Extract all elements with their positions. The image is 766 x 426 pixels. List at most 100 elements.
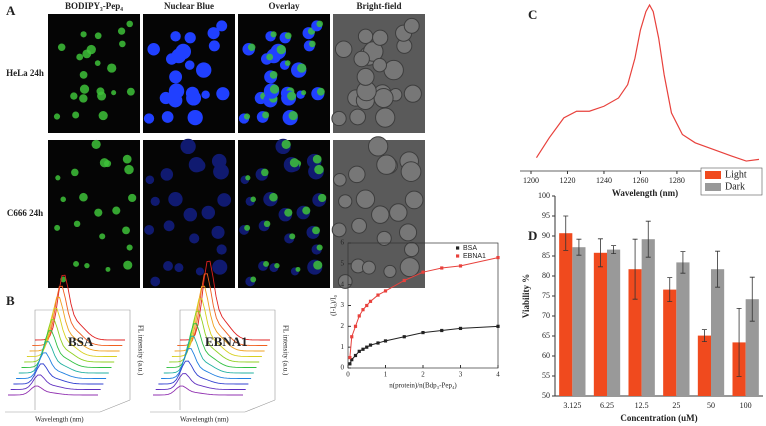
point xyxy=(353,353,358,358)
error-bar xyxy=(715,250,721,288)
nucleus xyxy=(201,205,216,220)
point xyxy=(365,303,369,308)
nucleus xyxy=(143,113,155,124)
panel-label: D xyxy=(528,228,537,243)
stain xyxy=(318,193,327,203)
point xyxy=(458,326,463,331)
nucleus xyxy=(183,207,198,222)
stain xyxy=(98,111,108,121)
stain xyxy=(112,206,121,215)
y-tick-label: 90 xyxy=(542,231,550,240)
nucleus xyxy=(201,90,210,99)
y-tick-label: 80 xyxy=(542,271,550,280)
stain xyxy=(263,220,271,228)
cell xyxy=(331,110,347,127)
stain xyxy=(270,31,277,38)
frame xyxy=(5,309,131,413)
nucleus xyxy=(168,192,183,207)
stain xyxy=(316,244,323,251)
x-tick-label: 1280 xyxy=(669,176,685,185)
stain xyxy=(269,192,278,202)
stain xyxy=(297,63,307,73)
spectrum-trace xyxy=(26,307,117,357)
cell xyxy=(383,264,397,278)
error-bar xyxy=(736,308,742,377)
cell xyxy=(331,222,347,238)
stain xyxy=(71,168,79,177)
point xyxy=(348,355,352,360)
x-axis-label: n(protein)/n(Bdp₃-Pep₄) xyxy=(389,382,457,390)
nucleus xyxy=(196,62,212,78)
error-bar xyxy=(701,329,707,342)
cell xyxy=(399,223,418,242)
cell xyxy=(389,203,408,222)
column-header: BODIPY₃-Pep₄ xyxy=(65,1,123,11)
bar xyxy=(628,269,642,396)
y-tick-label: 65 xyxy=(542,331,550,340)
stain xyxy=(99,158,110,168)
spectrum-trace xyxy=(10,374,101,390)
spectrum-trace xyxy=(155,373,246,390)
micrographs xyxy=(48,14,425,289)
stain xyxy=(54,224,61,231)
point xyxy=(361,347,365,351)
stain xyxy=(287,91,297,101)
bar xyxy=(572,247,586,396)
stain xyxy=(263,260,270,267)
nucleus xyxy=(168,83,185,99)
cell xyxy=(375,107,396,128)
cell xyxy=(338,194,353,209)
x-tick-label: 1220 xyxy=(559,176,575,185)
cell xyxy=(372,29,389,46)
stain xyxy=(312,226,320,235)
nucleus xyxy=(216,87,230,101)
cell xyxy=(353,50,370,68)
stain xyxy=(72,111,80,119)
stain xyxy=(73,220,81,228)
cell xyxy=(404,190,424,210)
nucleus xyxy=(175,43,192,60)
stain xyxy=(53,113,61,120)
x-tick-label: 3 xyxy=(459,371,463,379)
spectrum-trace xyxy=(166,323,257,368)
stain xyxy=(122,154,132,164)
error-bar xyxy=(749,276,755,322)
nucleus xyxy=(165,53,178,65)
nucleus xyxy=(187,109,203,126)
error-bar xyxy=(667,277,673,302)
cell xyxy=(356,67,375,86)
cell xyxy=(355,189,376,209)
point xyxy=(376,293,380,297)
stain xyxy=(128,193,137,203)
point xyxy=(421,330,425,335)
y-tick-label: 95 xyxy=(542,211,550,220)
nucleus xyxy=(188,157,205,173)
y-tick-label: 1 xyxy=(341,343,345,351)
stain xyxy=(247,43,256,52)
error-bar xyxy=(576,238,582,256)
panel-label: B xyxy=(6,293,15,308)
point xyxy=(376,341,380,345)
spectrum-trace xyxy=(18,341,109,374)
stain xyxy=(99,233,106,240)
stain xyxy=(288,111,298,121)
bar xyxy=(559,233,573,396)
nucleus xyxy=(150,276,161,287)
bar xyxy=(745,299,759,396)
nucleus xyxy=(189,233,200,244)
stain xyxy=(309,40,316,48)
point xyxy=(496,324,500,328)
micrograph xyxy=(48,14,140,133)
stain xyxy=(314,164,324,175)
point xyxy=(350,358,354,362)
cell xyxy=(357,28,374,45)
x-tick-label: 2 xyxy=(421,371,425,379)
stain xyxy=(117,27,126,35)
y-tick-label: 85 xyxy=(542,251,550,260)
stain xyxy=(124,164,134,175)
error-bar xyxy=(632,238,638,300)
row-label: C666 24h xyxy=(7,208,43,218)
spectrum-trace xyxy=(16,352,107,379)
legend-swatch xyxy=(705,171,721,179)
cell xyxy=(367,136,389,157)
